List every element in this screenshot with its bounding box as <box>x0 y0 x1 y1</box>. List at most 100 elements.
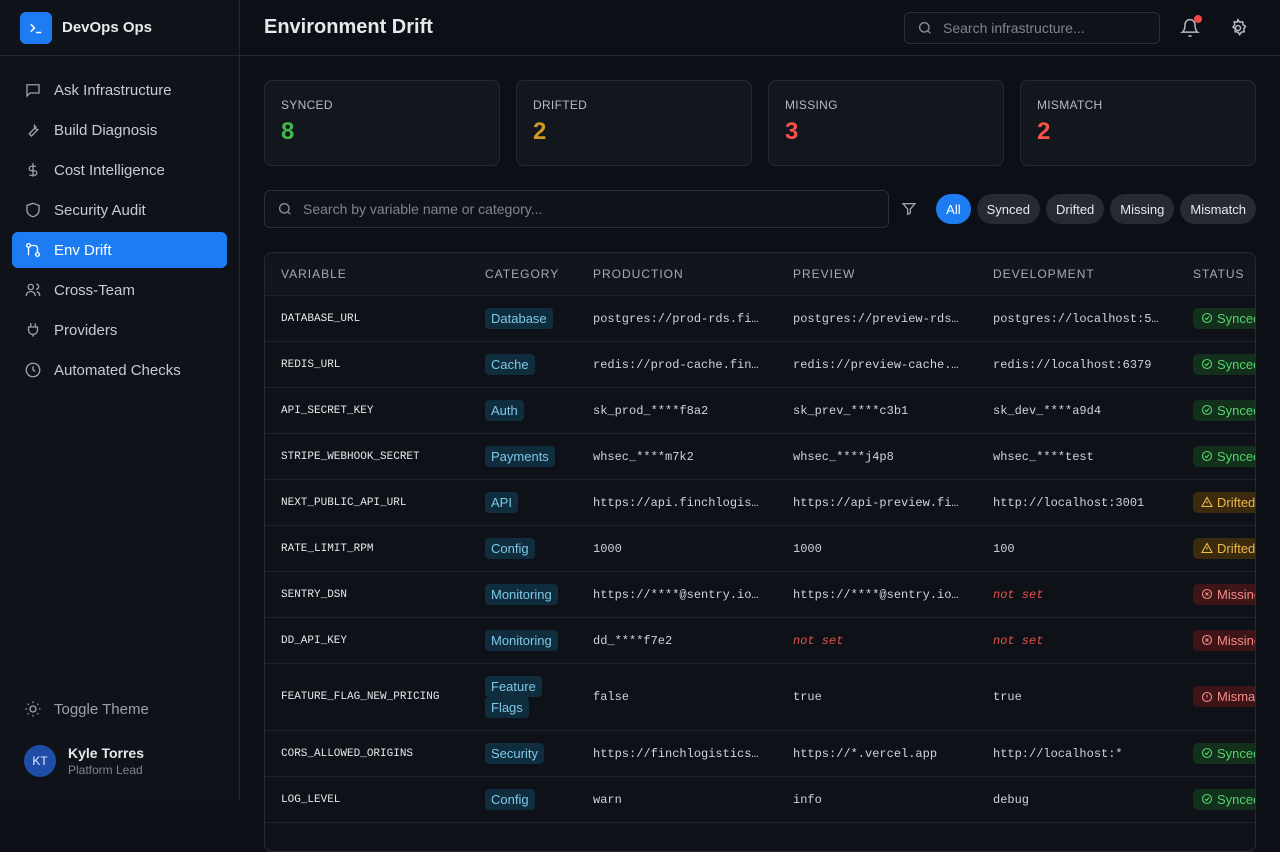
category-badge: Payments <box>485 446 555 467</box>
status-icon <box>1201 405 1213 416</box>
table-header: VARIABLE CATEGORY PRODUCTION PREVIEW DEVELOP… <box>265 253 1255 296</box>
nav-label: Cost Intelligence <box>54 161 165 179</box>
user-role: Platform Lead <box>68 763 143 777</box>
stat-label: SYNCED <box>281 98 333 112</box>
table-row: REDIS_URL Cache redis://prod-cache.fin… red… <box>265 342 1255 388</box>
status-cell: Synced <box>1177 307 1255 330</box>
status-label: Drifted <box>1217 540 1256 556</box>
status-label: Missing <box>1217 586 1255 602</box>
table-row: API_SECRET_KEY Auth sk_prod_****f8a2 sk_pre… <box>265 388 1255 434</box>
table-row: SENTRY_DSN Monitoring https://****@sentry.… <box>265 572 1255 618</box>
env-value: dd_****f7e2 <box>593 633 673 648</box>
nav-label: Security Audit <box>54 201 146 219</box>
stat-value: 2 <box>1037 118 1051 145</box>
nav-icon <box>26 84 40 98</box>
column-header: PRODUCTION <box>593 267 684 281</box>
status-label: Mismatch <box>1217 689 1256 705</box>
category-cell: Cache <box>469 342 577 387</box>
brand: DevOps Ops <box>0 0 239 56</box>
status-badge: Synced <box>1193 307 1255 329</box>
category-cell: API <box>469 480 577 525</box>
filter-icon <box>901 203 917 216</box>
filter-chip[interactable]: Mismatch <box>1180 194 1256 224</box>
filter-chip[interactable]: Drifted <box>1046 194 1105 224</box>
status-badge: Drifted <box>1193 537 1256 559</box>
variable: RATE_LIMIT_RPM <box>281 542 374 555</box>
user-name: Kyle Torres <box>68 745 144 761</box>
status-label: Synced <box>1217 310 1255 326</box>
status-badge: Missing <box>1193 583 1255 605</box>
column-header: VARIABLE <box>281 267 347 281</box>
filter-chip[interactable]: Missing <box>1110 194 1175 224</box>
nav-item[interactable]: Cross-Team <box>12 272 227 308</box>
brand-name: DevOps Ops <box>62 19 153 36</box>
logo <box>20 11 52 44</box>
nav-item[interactable]: Ask Infrastructure <box>12 72 227 108</box>
nav-icon <box>26 202 40 218</box>
table-row: NEXT_PUBLIC_API_URL API https://api.finchl… <box>265 480 1255 526</box>
env-value: http://localhost:3001 <box>993 495 1145 510</box>
notifications[interactable] <box>1180 18 1200 38</box>
variable: API_SECRET_KEY <box>281 404 374 417</box>
nav-label: Automated Checks <box>54 361 181 379</box>
category-badge: Security <box>485 743 544 764</box>
header: Environment Drift Search infrastructure.… <box>240 0 1280 56</box>
variable: SENTRY_DSN <box>281 588 348 601</box>
nav-item[interactable]: Providers <box>12 312 227 348</box>
status-badge: Synced <box>1193 399 1255 421</box>
nav-item[interactable]: Cost Intelligence <box>12 152 227 188</box>
settings[interactable] <box>1228 18 1248 38</box>
stats: SYNCED 8 DRIFTED 2 MISSING 3 MISMATCH 2 <box>264 80 1256 166</box>
env-value: postgres://prod-rds.fi… <box>593 311 759 326</box>
nav-icon <box>25 283 41 297</box>
env-value: 100 <box>993 541 1015 556</box>
filter-chips: All Synced Drifted Missing Mismatch <box>936 194 1256 224</box>
stat-label: MISSING <box>785 98 838 112</box>
category-cell: Feature Flags <box>469 664 577 730</box>
filter-search[interactable]: Search by variable name or category... <box>264 190 889 228</box>
stat-label: DRIFTED <box>533 98 588 112</box>
status-badge: Synced <box>1193 742 1255 764</box>
nav: Ask Infrastructure Build Diagnosis Cost In… <box>0 56 239 408</box>
toggle-theme[interactable]: Toggle Theme <box>24 700 149 718</box>
nav-label: Build Diagnosis <box>54 121 158 139</box>
status-icon <box>1201 542 1213 554</box>
status-cell: Synced <box>1177 742 1255 765</box>
notification-dot <box>1194 15 1202 23</box>
column-header: STATUS <box>1193 267 1245 281</box>
env-value: postgres://localhost:5… <box>993 311 1159 326</box>
category-badge: Monitoring <box>485 584 558 605</box>
table-row: LOG_LEVELConfigwarninfodebugSynced <box>265 777 1255 823</box>
status-icon <box>1201 589 1213 600</box>
env-value: http://localhost:* <box>993 746 1123 761</box>
filter-chip[interactable]: All <box>936 194 971 224</box>
status-badge: Missing <box>1193 629 1255 651</box>
placeholder: Search by variable name or category... <box>303 201 543 217</box>
nav-label: Ask Infrastructure <box>54 81 172 99</box>
table-row: RATE_LIMIT_RPM Config 1000 1000 100 Drifted <box>265 526 1255 572</box>
stat-value: 3 <box>785 118 799 145</box>
nav-item[interactable]: Env Drift <box>12 232 227 268</box>
user[interactable]: KT Kyle Torres Platform Lead <box>24 745 144 777</box>
category-cell: Auth <box>469 388 577 433</box>
nav-label: Cross-Team <box>54 281 135 299</box>
drift-table: VARIABLE CATEGORY PRODUCTION PREVIEW DEVELOP… <box>264 252 1256 852</box>
search-input[interactable]: Search infrastructure... <box>904 12 1160 44</box>
table-row: FEATURE_FLAG_NEW_PRICING Feature Flags fal… <box>265 664 1255 731</box>
variable: REDIS_URL <box>281 358 341 371</box>
env-value: https://****@sentry.io… <box>593 587 759 602</box>
nav-item[interactable]: Build Diagnosis <box>12 112 227 148</box>
env-value: sk_prod_****f8a2 <box>593 403 709 418</box>
filter-chip[interactable]: Synced <box>976 194 1040 224</box>
status-icon <box>1201 794 1213 805</box>
status-icon <box>1201 313 1213 324</box>
nav-item[interactable]: Security Audit <box>12 192 227 228</box>
stat-card: MISMATCH 2 <box>1020 80 1256 166</box>
env-value: not set <box>993 633 1044 648</box>
env-value: false <box>593 690 630 704</box>
toggle-label: Toggle Theme <box>54 700 149 718</box>
category-cell: Monitoring <box>469 618 577 663</box>
nav-item[interactable]: Automated Checks <box>12 352 227 388</box>
category-badge: API <box>485 492 518 513</box>
